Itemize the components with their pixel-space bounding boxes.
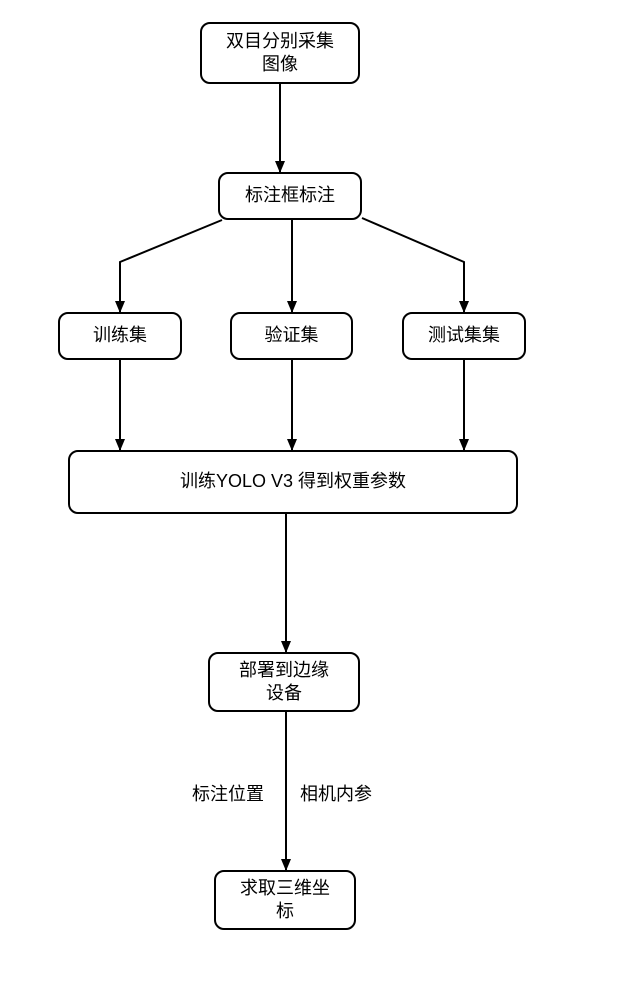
node-training-set: 训练集 bbox=[58, 312, 182, 360]
edge-label-text: 标注位置 bbox=[192, 784, 264, 804]
edge-n2-n5 bbox=[362, 218, 464, 312]
node-annotate-boxes: 标注框标注 bbox=[218, 172, 362, 220]
edge-label-annotation-position: 标注位置 bbox=[192, 780, 264, 806]
edge-label-camera-intrinsics: 相机内参 bbox=[300, 780, 372, 806]
node-train-yolo: 训练YOLO V3 得到权重参数 bbox=[68, 450, 518, 514]
node-label: 测试集集 bbox=[428, 324, 500, 347]
node-validation-set: 验证集 bbox=[230, 312, 353, 360]
node-test-set: 测试集集 bbox=[402, 312, 526, 360]
node-label: 双目分别采集图像 bbox=[226, 30, 334, 77]
node-label: 验证集 bbox=[265, 324, 319, 347]
node-label: 训练YOLO V3 得到权重参数 bbox=[180, 470, 406, 493]
node-label: 求取三维坐标 bbox=[240, 877, 330, 924]
node-capture-images: 双目分别采集图像 bbox=[200, 22, 360, 84]
node-label: 部署到边缘设备 bbox=[239, 659, 329, 706]
edge-label-text: 相机内参 bbox=[300, 784, 372, 804]
edge-n2-n3 bbox=[120, 220, 222, 312]
node-label: 训练集 bbox=[93, 324, 147, 347]
node-label: 标注框标注 bbox=[245, 184, 335, 207]
node-deploy-edge: 部署到边缘设备 bbox=[208, 652, 360, 712]
node-compute-3d: 求取三维坐标 bbox=[214, 870, 356, 930]
